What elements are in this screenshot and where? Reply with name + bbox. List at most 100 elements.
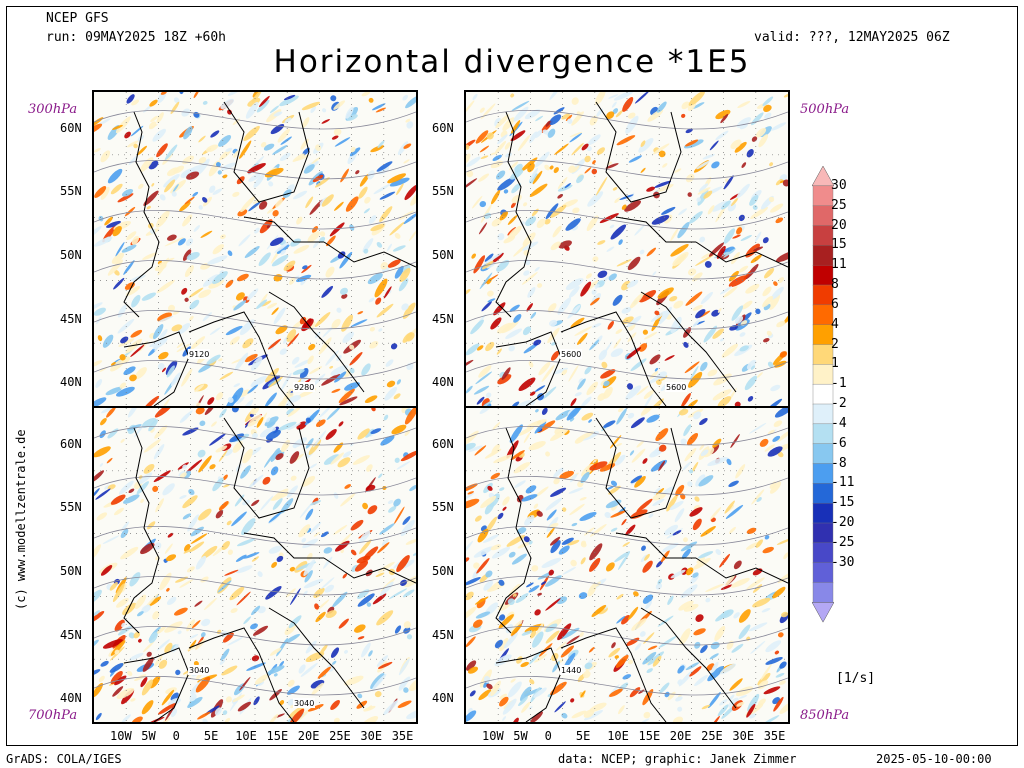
height-contour — [94, 526, 416, 546]
contour-value-label: 5600 — [666, 383, 686, 392]
colorbar-label: -4 — [831, 415, 847, 431]
latitude-label: 60N — [432, 437, 454, 451]
colorbar-segment — [812, 403, 834, 425]
colorbar — [812, 166, 834, 623]
colorbar-label: 30 — [831, 177, 847, 193]
colorbar-segment — [812, 423, 834, 445]
coastline — [223, 101, 310, 203]
latitude-label: 50N — [60, 248, 82, 262]
level-label-300: 300hPa — [28, 102, 78, 117]
longitude-label: 0 — [544, 729, 552, 743]
coastline — [595, 101, 682, 203]
coastline — [243, 532, 324, 559]
latitude-label: 45N — [60, 628, 82, 642]
latitude-label: 50N — [60, 564, 82, 578]
longitude-label: 15E — [266, 729, 289, 743]
coastline — [495, 111, 532, 318]
colorbar-segment — [812, 364, 834, 385]
model-name: NCEP GFS — [46, 11, 109, 26]
longitude-label: 35E — [391, 729, 414, 743]
longitude-label: 30E — [732, 729, 755, 743]
longitude-label: 5E — [203, 729, 219, 743]
height-contour — [466, 626, 788, 646]
coastline — [695, 241, 788, 268]
colorbar-segment — [812, 522, 834, 544]
contour-value-label: 1440 — [561, 666, 581, 675]
height-contour — [466, 360, 788, 380]
latitude-label: 55N — [60, 184, 82, 198]
longitude-label: 10W — [110, 729, 132, 743]
latitude-label: 60N — [60, 121, 82, 135]
height-contour — [466, 476, 788, 496]
colorbar-segment — [812, 284, 834, 306]
coastline — [640, 607, 737, 709]
colorbar-label: -8 — [831, 455, 847, 471]
longitude-label: 20E — [669, 729, 692, 743]
height-contour — [94, 160, 416, 180]
colorbar-segment — [812, 582, 834, 604]
colorbar-label: -25 — [831, 534, 855, 550]
latitude-label: 45N — [432, 312, 454, 326]
longitude-label: 10E — [607, 729, 629, 743]
latitude-label: 50N — [432, 248, 454, 262]
colorbar-label: 4 — [831, 316, 839, 332]
colorbar-label: 1 — [831, 356, 839, 372]
contour-value-label: 9280 — [294, 383, 314, 392]
level-label-850: 850hPa — [800, 708, 850, 723]
colorbar-label: 8 — [831, 277, 839, 292]
latitude-label: 45N — [60, 312, 82, 326]
map-panel-850hpa: 1440 — [464, 406, 790, 724]
level-label-500: 500hPa — [800, 102, 850, 117]
valid-time: valid: ???, 12MAY2025 06Z — [754, 30, 950, 45]
divergence-field — [94, 408, 416, 722]
coastline — [640, 291, 737, 393]
colorbar-segment — [812, 225, 834, 247]
height-contour — [94, 260, 416, 280]
colorbar-segment — [812, 443, 834, 465]
colorbar-bottom-arrow — [812, 602, 834, 623]
coastline — [323, 557, 416, 584]
colorbar-label: 11 — [831, 257, 847, 273]
colorbar-segment — [812, 483, 834, 504]
contour-value-label: 3040 — [189, 666, 209, 675]
height-contour — [94, 576, 416, 596]
longitude-label: 25E — [329, 729, 351, 743]
colorbar-label: 15 — [831, 237, 847, 253]
latitude-label: 40N — [432, 691, 454, 705]
latitude-label: 50N — [432, 564, 454, 578]
coastline — [615, 532, 696, 559]
height-contour — [466, 310, 788, 330]
longitude-label: 5W — [513, 729, 528, 743]
height-contour — [466, 526, 788, 546]
coastline — [243, 216, 324, 243]
height-contour — [466, 210, 788, 230]
level-label-700: 700hPa — [28, 708, 78, 723]
coastline — [560, 311, 667, 406]
colorbar-label: 6 — [831, 296, 839, 312]
footer-date: 2025-05-10-00:00 — [876, 752, 992, 766]
colorbar-label: -11 — [831, 475, 855, 491]
coastline — [495, 647, 562, 722]
coastline — [495, 427, 532, 634]
colorbar-segment — [812, 562, 834, 584]
colorbar-segment — [812, 264, 834, 286]
colorbar-segment — [812, 245, 834, 266]
colorbar-segment — [812, 463, 834, 485]
longitude-label: 10W — [482, 729, 504, 743]
latitude-label: 60N — [432, 121, 454, 135]
longitude-label: 20E — [297, 729, 320, 743]
longitude-label: 15E — [638, 729, 661, 743]
colorbar-segment — [812, 324, 834, 346]
coastline — [188, 627, 295, 722]
height-contour — [94, 110, 416, 130]
coastline — [123, 427, 160, 634]
contour-value-label: 9120 — [189, 350, 209, 359]
height-contour — [466, 110, 788, 130]
height-contour — [466, 676, 788, 696]
height-contour — [466, 160, 788, 180]
latitude-label: 55N — [60, 500, 82, 514]
coastline — [615, 216, 696, 243]
colorbar-label: -30 — [831, 554, 855, 570]
colorbar-label: -20 — [831, 515, 855, 530]
colorbar-segment — [812, 344, 834, 366]
